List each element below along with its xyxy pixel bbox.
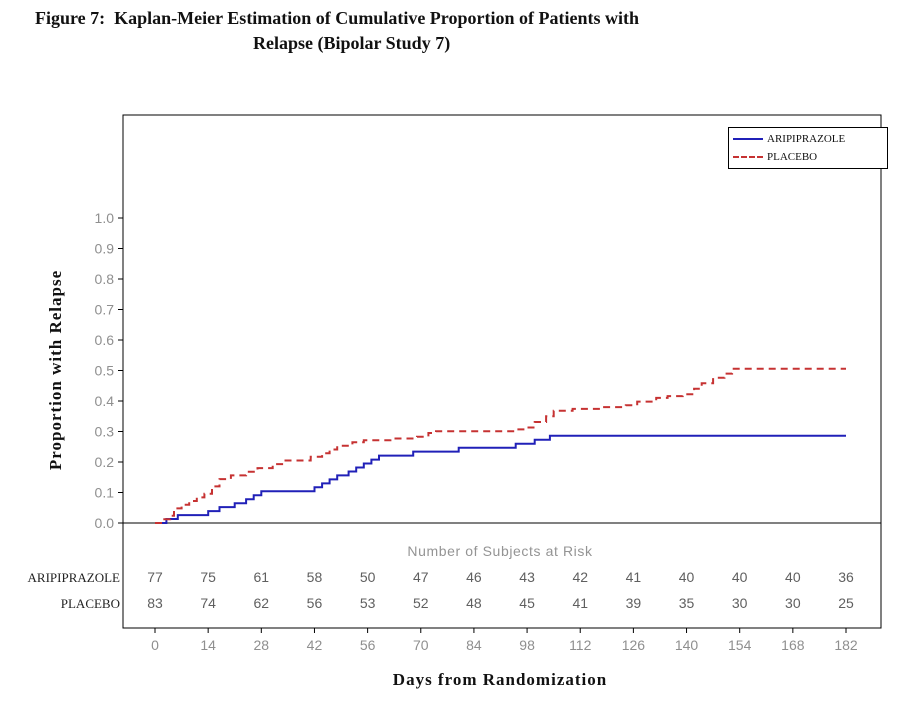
y-axis-title: Proportion with Relapse: [46, 269, 65, 471]
x-tick-label: 70: [413, 637, 429, 653]
risk-value: 58: [307, 569, 323, 585]
risk-value: 25: [838, 595, 854, 611]
y-tick-label: 0.6: [95, 332, 115, 348]
risk-value: 30: [785, 595, 801, 611]
x-tick-label: 84: [466, 637, 482, 653]
legend: ARIPIPRAZOLE PLACEBO: [728, 127, 888, 169]
x-tick-label: 182: [834, 637, 858, 653]
x-tick-label: 98: [519, 637, 535, 653]
risk-value: 36: [838, 569, 854, 585]
y-tick-label: 0.5: [95, 363, 115, 379]
risk-value: 75: [200, 569, 216, 585]
series-placebo: [155, 367, 846, 524]
risk-value: 77: [147, 569, 163, 585]
risk-value: 74: [200, 595, 216, 611]
y-tick-label: 0.8: [95, 271, 115, 287]
risk-value: 41: [626, 569, 642, 585]
legend-label: PLACEBO: [767, 151, 818, 163]
risk-value: 46: [466, 569, 482, 585]
risk-value: 45: [519, 595, 535, 611]
series-aripiprazole: [155, 434, 846, 524]
x-tick-label: 0: [151, 637, 159, 653]
legend-item-aripiprazole: ARIPIPRAZOLE: [733, 133, 883, 145]
y-tick-label: 0.4: [95, 393, 115, 409]
risk-value: 40: [679, 569, 695, 585]
risk-value: 47: [413, 569, 429, 585]
y-tick-label: 0.3: [95, 424, 115, 440]
risk-value: 61: [254, 569, 270, 585]
legend-line-sample: [733, 138, 763, 140]
x-tick-label: 126: [622, 637, 646, 653]
x-axis-title: Days from Randomization: [392, 670, 608, 689]
x-tick-label: 14: [200, 637, 216, 653]
risk-value: 35: [679, 595, 695, 611]
risk-value: 40: [785, 569, 801, 585]
plot-frame: [122, 114, 882, 629]
risk-value: 30: [732, 595, 748, 611]
x-tick-label: 154: [728, 637, 752, 653]
x-tick-label: 140: [675, 637, 699, 653]
y-tick-label: 1.0: [95, 210, 115, 226]
y-tick-label: 0.9: [95, 241, 115, 257]
x-tick-label: 56: [360, 637, 376, 653]
figure-title: Figure 7: Kaplan-Meier Estimation of Cum…: [0, 8, 907, 54]
x-tick-label: 42: [307, 637, 323, 653]
y-tick-label: 0.0: [95, 515, 115, 531]
figure-title-line1: Figure 7: Kaplan-Meier Estimation of Cum…: [35, 8, 639, 28]
x-tick-label: 168: [781, 637, 805, 653]
risk-value: 52: [413, 595, 429, 611]
x-tick-label: 112: [569, 637, 592, 653]
risk-value: 62: [254, 595, 270, 611]
legend-item-placebo: PLACEBO: [733, 151, 883, 163]
x-tick-label: 28: [254, 637, 270, 653]
risk-value: 83: [147, 595, 163, 611]
risk-value: 40: [732, 569, 748, 585]
y-tick-label: 0.7: [95, 302, 115, 318]
legend-label: ARIPIPRAZOLE: [767, 133, 846, 145]
risk-table-header: Number of Subjects at Risk: [407, 543, 593, 559]
y-tick-label: 0.2: [95, 454, 115, 470]
risk-row-label: PLACEBO: [61, 596, 120, 611]
risk-value: 43: [519, 569, 535, 585]
legend-line-sample: [733, 156, 763, 158]
risk-row-label: ARIPIPRAZOLE: [28, 570, 121, 585]
risk-value: 42: [572, 569, 588, 585]
figure-title-line2: Relapse (Bipolar Study 7): [253, 33, 451, 53]
risk-value: 41: [572, 595, 588, 611]
risk-value: 53: [360, 595, 376, 611]
risk-value: 39: [626, 595, 642, 611]
risk-value: 48: [466, 595, 482, 611]
risk-value: 50: [360, 569, 376, 585]
y-tick-label: 0.1: [95, 485, 115, 501]
risk-value: 56: [307, 595, 323, 611]
